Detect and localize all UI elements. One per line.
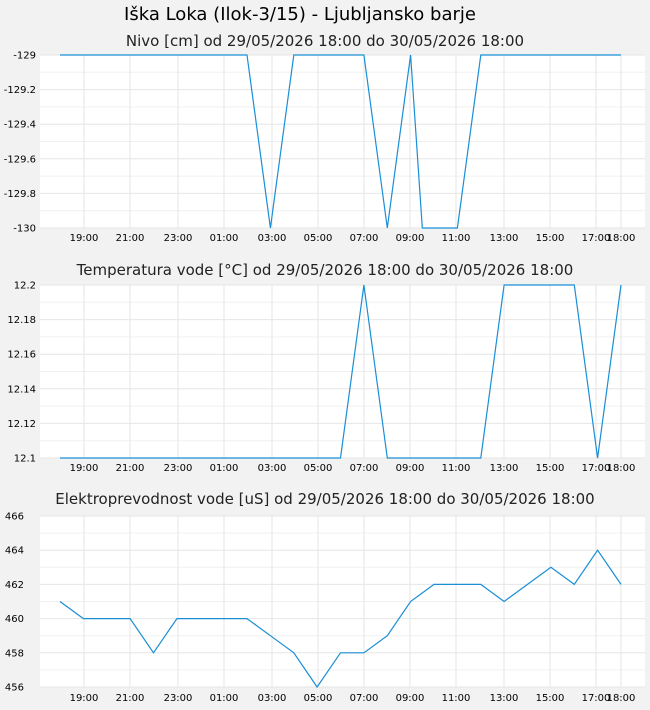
chart-3-y-tick-label: 460 xyxy=(5,614,24,625)
chart-1-x-tick-label: 19:00 xyxy=(70,233,99,244)
chart-3-y-tick-label: 458 xyxy=(5,648,24,659)
chart-2-y-tick-label: 12.18 xyxy=(7,315,36,326)
chart-2-title: Temperatura vode [°C] od 29/05/2026 18:0… xyxy=(76,261,574,279)
chart-3-x-tick-label: 17:00 xyxy=(582,693,611,704)
chart-3-x-tick-label: 01:00 xyxy=(210,693,239,704)
chart-2-series-line xyxy=(60,284,622,459)
chart-3-x-tick-label: 19:00 xyxy=(70,693,99,704)
chart-1-x-tick-label: 05:00 xyxy=(304,233,333,244)
chart-2-y-tick-label: 12.16 xyxy=(7,350,36,361)
chart-1-y-tick-label: -129.4 xyxy=(4,120,36,131)
chart-3-y-tick-label: 464 xyxy=(5,546,24,557)
chart-2-x-tick-label: 15:00 xyxy=(536,463,565,474)
chart-1-series-line xyxy=(60,54,621,229)
chart-3-x-tick-label: 15:00 xyxy=(536,693,565,704)
chart-1-title: Nivo [cm] od 29/05/2026 18:00 do 30/05/2… xyxy=(126,32,524,50)
chart-2-x-tick-label: 05:00 xyxy=(304,463,333,474)
chart-1-x-tick-label: 23:00 xyxy=(164,233,193,244)
chart-2-x-tick-label: 13:00 xyxy=(490,463,519,474)
chart-1-y-tick-label: -129.6 xyxy=(4,154,36,165)
chart-1-x-tick-label: 11:00 xyxy=(442,233,471,244)
chart-1-x-tick-label: 21:00 xyxy=(116,233,145,244)
chart-2-x-tick-label: 11:00 xyxy=(442,463,471,474)
chart-1-x-tick-label: 07:00 xyxy=(350,233,379,244)
chart-3-x-tick-label: 09:00 xyxy=(396,693,425,704)
chart-2-x-tick-label: 03:00 xyxy=(258,463,287,474)
chart-3-x-tick-label: 11:00 xyxy=(442,693,471,704)
chart-2-y-tick-label: 12.1 xyxy=(14,454,36,465)
chart-1-x-tick-label: 18:00 xyxy=(607,233,636,244)
chart-2-x-tick-label: 17:00 xyxy=(582,463,611,474)
chart-3-series-line xyxy=(59,549,622,689)
chart-1-y-tick-label: -129.2 xyxy=(4,85,36,96)
chart-3-y-tick-label: 456 xyxy=(5,683,24,694)
chart-2-x-tick-label: 21:00 xyxy=(116,463,145,474)
chart-1-x-tick-label: 01:00 xyxy=(210,233,239,244)
chart-2-y-tick-label: 12.2 xyxy=(14,281,36,292)
chart-1-x-tick-label: 15:00 xyxy=(536,233,565,244)
chart-1-x-tick-label: 03:00 xyxy=(258,233,287,244)
chart-3-x-tick-label: 03:00 xyxy=(258,693,287,704)
chart-2-x-tick-label: 01:00 xyxy=(210,463,239,474)
chart-3-y-tick-label: 466 xyxy=(5,512,24,523)
chart-3-x-tick-label: 13:00 xyxy=(490,693,519,704)
chart-3-x-tick-label: 23:00 xyxy=(164,693,193,704)
chart-1-y-tick-label: -129.8 xyxy=(4,189,36,200)
chart-2-x-tick-label: 07:00 xyxy=(350,463,379,474)
chart-2-x-tick-label: 19:00 xyxy=(70,463,99,474)
chart-2-y-tick-label: 12.14 xyxy=(7,384,36,395)
chart-3-x-tick-label: 18:00 xyxy=(607,693,636,704)
chart-1-y-tick-label: -130 xyxy=(13,224,36,235)
chart-1-y-tick-label: -129 xyxy=(13,51,36,62)
chart-3-x-tick-label: 07:00 xyxy=(350,693,379,704)
chart-1-x-tick-label: 09:00 xyxy=(396,233,425,244)
chart-1-x-tick-label: 17:00 xyxy=(582,233,611,244)
chart-2-y-tick-label: 12.12 xyxy=(7,419,36,430)
page-title: Iška Loka (Ilok-3/15) - Ljubljansko barj… xyxy=(124,4,476,25)
chart-3-title: Elektroprevodnost vode [uS] od 29/05/202… xyxy=(55,490,594,508)
chart-2-x-tick-label: 23:00 xyxy=(164,463,193,474)
chart-3-x-tick-label: 05:00 xyxy=(304,693,333,704)
chart-2-x-tick-label: 18:00 xyxy=(607,463,636,474)
chart-3-y-tick-label: 462 xyxy=(5,580,24,591)
chart-2-x-tick-label: 09:00 xyxy=(396,463,425,474)
chart-3-x-tick-label: 21:00 xyxy=(116,693,145,704)
chart-1-x-tick-label: 13:00 xyxy=(490,233,519,244)
